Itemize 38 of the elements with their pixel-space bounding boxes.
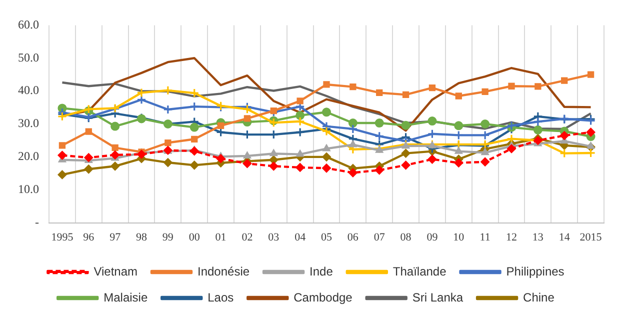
y-tick-label: 40.0: [18, 83, 39, 98]
x-tick-label: 12: [506, 231, 517, 244]
legend-label: Inde: [310, 264, 334, 278]
legend-label: Vietnam: [94, 264, 138, 278]
x-tick-label: 00: [188, 231, 200, 244]
x-tick-label: 03: [268, 231, 280, 244]
legend-label: Cambodge: [294, 290, 353, 304]
x-tick-label: 14: [558, 231, 570, 244]
x-tick-label: 10: [453, 231, 465, 244]
x-tick-label: 13: [532, 231, 544, 244]
x-tick-label: 05: [321, 231, 332, 244]
x-tick-label: 98: [136, 231, 148, 244]
x-tick-label: 06: [347, 231, 359, 244]
x-tick-label: 09: [426, 231, 438, 244]
legend-label: Indonésie: [198, 264, 250, 278]
y-tick-label: 60.0: [18, 17, 39, 32]
legend-label: Malaisie: [104, 290, 148, 304]
legend-label: Philippines: [506, 264, 564, 278]
y-tick-label: 30.0: [18, 116, 39, 130]
y-tick-label: -: [35, 214, 39, 229]
x-tick-label: 97: [110, 231, 122, 244]
x-tick-label: 07: [374, 231, 386, 244]
x-tick-label: 04: [294, 231, 306, 244]
y-tick-label: 50.0: [18, 50, 39, 64]
y-tick-label: 10.0: [18, 182, 39, 196]
x-tick-label: 1995: [51, 231, 74, 244]
x-tick-label: 2015: [580, 231, 602, 244]
legend-label: Chine: [523, 290, 555, 304]
x-tick-label: 02: [242, 231, 253, 244]
x-tick-label: 08: [400, 231, 412, 244]
x-tick-label: 11: [480, 231, 490, 244]
x-tick-label: 99: [162, 231, 174, 244]
y-tick-label: 20.0: [18, 149, 39, 164]
legend-label: Sri Lanka: [412, 290, 464, 304]
legend-label: Laos: [208, 290, 234, 304]
x-tick-label: 96: [83, 231, 95, 244]
legend-label: Thaïlande: [392, 264, 447, 278]
x-tick-label: 01: [215, 231, 226, 244]
